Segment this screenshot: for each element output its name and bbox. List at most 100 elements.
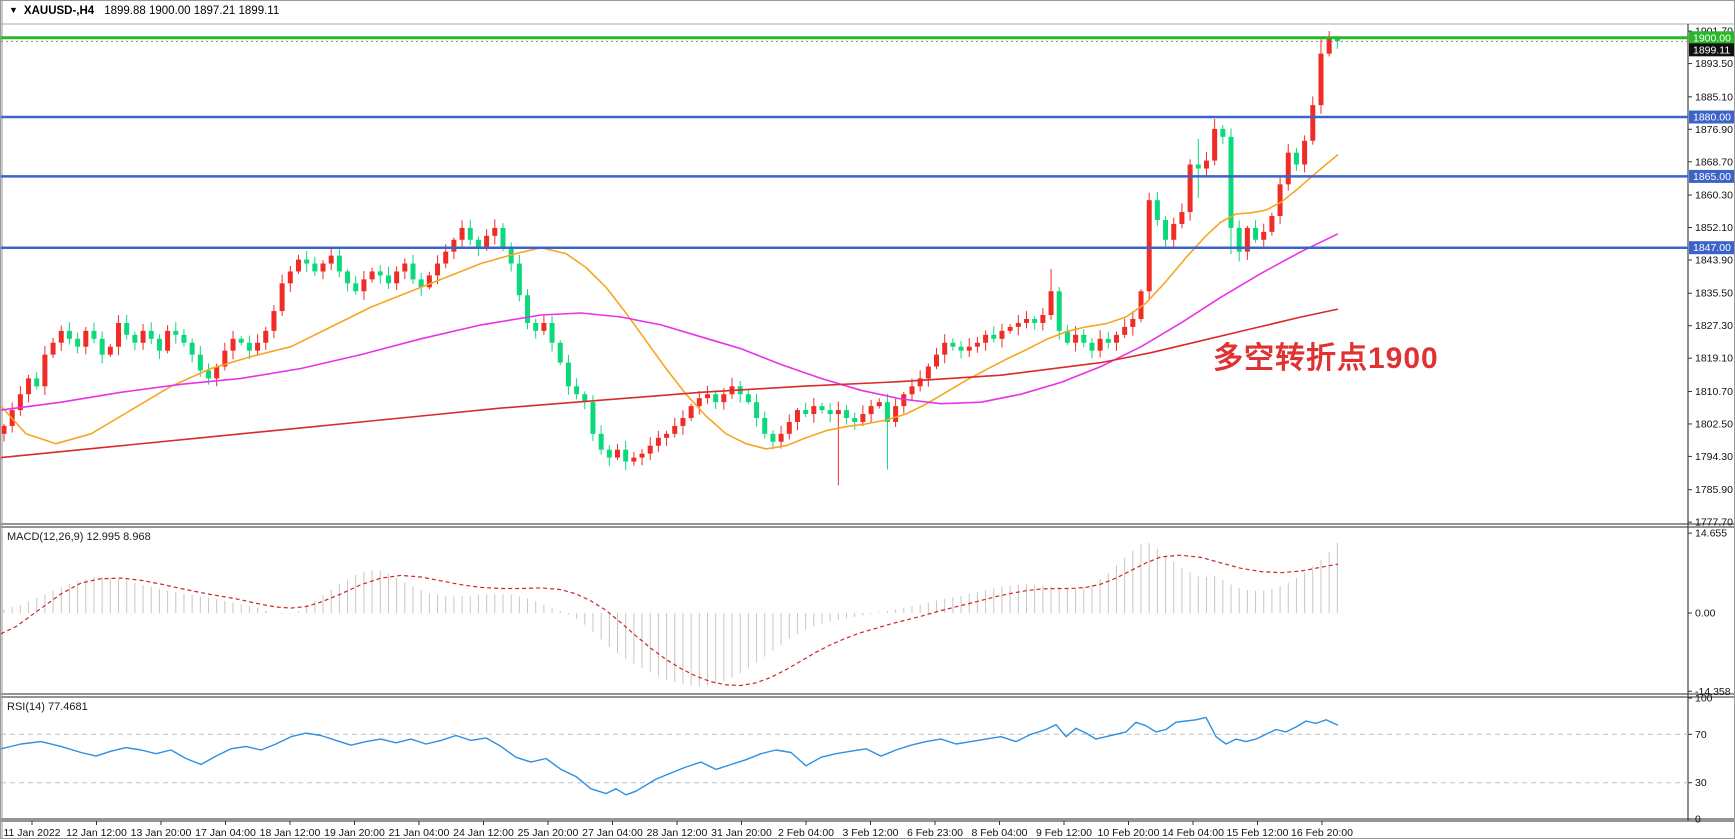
candle-body <box>116 322 122 347</box>
candle-body <box>1171 223 1177 240</box>
candle-body <box>50 342 56 355</box>
candle-body <box>598 433 604 450</box>
candle-body <box>819 406 825 411</box>
candle-body <box>304 259 310 264</box>
time-tick-label: 18 Jan 12:00 <box>260 827 321 839</box>
candle-body <box>582 394 588 403</box>
candle-body <box>1015 322 1021 327</box>
candle-body <box>353 283 359 292</box>
candle-body <box>1179 212 1185 224</box>
candle-body <box>647 445 653 454</box>
candle-body <box>1146 200 1152 292</box>
candle-body <box>1130 318 1136 327</box>
candle-body <box>1318 53 1324 106</box>
candle-body <box>230 338 236 351</box>
candle-body <box>811 406 817 415</box>
price-tick-label: 1827.30 <box>1695 320 1733 332</box>
candle-body <box>255 342 261 351</box>
chart-annotation-text: 多空转折点1900 <box>1213 342 1439 375</box>
candle-body <box>893 406 899 422</box>
symbol-dropdown-icon[interactable]: ▼ <box>9 5 18 15</box>
candle-body <box>615 449 620 458</box>
time-tick-label: 27 Jan 04:00 <box>582 827 643 839</box>
candle-body <box>459 227 465 240</box>
candle-body <box>721 394 727 403</box>
candle-body <box>852 417 858 422</box>
candle-body <box>1056 291 1062 331</box>
level-price-label-box <box>1689 241 1734 255</box>
candle-body <box>1048 291 1054 316</box>
candle-body <box>1195 164 1201 169</box>
candle-body <box>1228 136 1234 228</box>
price-tick-label: 1777.70 <box>1695 517 1733 529</box>
candle-body <box>42 354 48 387</box>
level-price-label: 1880.00 <box>1693 112 1731 124</box>
macd-signal-line <box>1 554 1339 687</box>
candle-body <box>525 295 531 323</box>
candle-body <box>443 251 449 264</box>
time-tick-label: 12 Jan 12:00 <box>66 827 127 839</box>
candle-body <box>1073 334 1079 343</box>
candle-body <box>214 366 220 379</box>
price-tick-label: 1819.10 <box>1695 353 1733 365</box>
candle-body <box>1236 227 1242 252</box>
price-tick-label: 1876.90 <box>1695 124 1733 136</box>
candle-body <box>1024 318 1029 323</box>
price-tick-label: 1852.10 <box>1695 222 1733 234</box>
candle-body <box>1244 227 1250 252</box>
candle-body <box>868 406 874 415</box>
candle-body <box>312 263 318 272</box>
candle-body <box>1105 338 1111 343</box>
candle-body <box>1277 184 1283 217</box>
time-tick-label: 21 Jan 04:00 <box>389 827 450 839</box>
candle-body <box>1007 326 1013 331</box>
candle-body <box>1220 128 1226 137</box>
candle-body <box>974 342 980 347</box>
candle-body <box>1 425 7 434</box>
candle-body <box>533 322 539 331</box>
candle-body <box>664 433 670 438</box>
candle-body <box>925 366 931 379</box>
candle-body <box>901 394 907 407</box>
candle-body <box>206 370 211 379</box>
candle-body <box>500 227 506 248</box>
candle-body <box>336 255 342 272</box>
candle-body <box>999 330 1005 339</box>
candle-body <box>1097 338 1103 351</box>
candle-body <box>917 378 923 387</box>
candle-body <box>377 271 383 276</box>
candle-body <box>385 275 391 284</box>
candle-body <box>909 386 915 395</box>
ma-slow-line <box>1 308 1339 459</box>
candle-body <box>1081 334 1087 343</box>
macd-indicator-label: MACD(12,26,9) 12.995 8.968 <box>7 531 151 543</box>
candle-body <box>606 449 612 458</box>
candle-body <box>492 227 498 236</box>
candle-body <box>132 334 138 343</box>
candle-body <box>934 354 940 367</box>
candle-body <box>189 342 195 355</box>
candle-body <box>541 322 547 331</box>
rsi-line <box>1 716 1339 796</box>
candle-body <box>672 425 678 434</box>
candle-body <box>745 394 751 403</box>
candle-body <box>516 263 522 296</box>
price-tick-label: 1868.70 <box>1695 156 1733 168</box>
candle-body <box>435 263 441 276</box>
price-tick-label: 1835.50 <box>1695 288 1733 300</box>
candle-body <box>574 386 580 395</box>
candle-body <box>713 394 719 403</box>
candle-body <box>1040 315 1046 323</box>
candle-body <box>475 239 481 248</box>
current-price-label-box <box>1689 43 1734 57</box>
candle-body <box>803 410 809 415</box>
time-tick-label: 2 Feb 04:00 <box>778 827 834 839</box>
candle-body <box>1285 152 1291 185</box>
macd-tick-label: 0.00 <box>1695 608 1716 620</box>
candle-body <box>991 334 997 339</box>
candle-body <box>238 338 244 343</box>
candle-body <box>222 350 228 367</box>
time-tick-label: 10 Feb 20:00 <box>1098 827 1160 839</box>
candle-body <box>426 275 432 288</box>
